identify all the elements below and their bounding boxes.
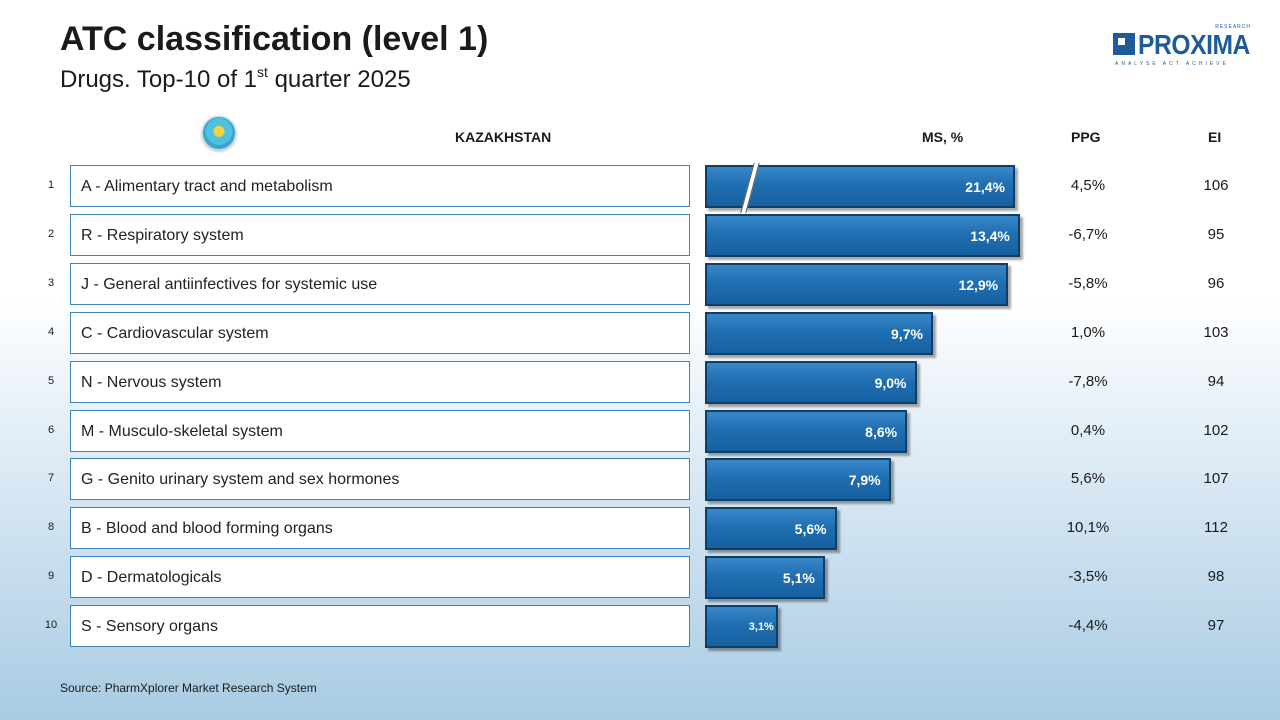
ms-bar: 13,4%	[705, 213, 1020, 257]
axis-break-mark	[740, 163, 760, 213]
header-country: KAZAKHSTAN	[455, 129, 552, 145]
ms-value-label: 7,9%	[848, 472, 881, 489]
proxima-logo: RESEARCH PROXIMA ANALYSE ACT ACHIEVE	[1113, 24, 1251, 67]
header-ms: MS, %	[922, 129, 964, 145]
ms-bar: 9,7%	[705, 311, 933, 355]
ppg-value: -7,8%	[1068, 372, 1108, 390]
category-box: R - Respiratory system	[70, 213, 690, 256]
category-box: C - Cardiovascular system	[70, 311, 690, 354]
ei-value: 98	[1207, 568, 1225, 586]
rank-number: 2	[47, 227, 55, 240]
ms-bar: 7,9%	[705, 458, 891, 502]
category-box: N - Nervous system	[70, 360, 690, 403]
ms-bar: 5,1%	[705, 556, 825, 600]
ei-value: 95	[1207, 225, 1225, 243]
ei-value: 102	[1203, 421, 1229, 439]
rank-number: 3	[47, 276, 55, 289]
source-note: Source: PharmXplorer Market Research Sys…	[60, 681, 317, 695]
ei-value: 112	[1204, 519, 1228, 537]
ms-value-label: 9,0%	[874, 374, 907, 391]
ms-bar: 3,1%	[705, 605, 778, 649]
rank-number: 6	[47, 423, 55, 436]
ms-value-label: 12,9%	[958, 276, 999, 293]
ms-value-label: 3,1%	[748, 621, 774, 634]
chart-row: 8 B - Blood and blood forming organs 5,6% 1…	[0, 507, 1280, 551]
category-box: A - Alimentary tract and metabolism	[70, 165, 690, 207]
ei-value: 96	[1207, 274, 1225, 292]
ms-value-label: 21,4%	[965, 179, 1005, 195]
page-subtitle: Drugs. Top-10 of 1st quarter 2025	[60, 64, 411, 93]
category-label: G - Genito urinary system and sex hormon…	[81, 471, 400, 489]
category-label: S - Sensory organs	[81, 618, 218, 636]
rank-number: 5	[47, 374, 55, 387]
ppg-value: -5,8%	[1068, 274, 1108, 292]
category-label: A - Alimentary tract and metabolism	[81, 178, 333, 195]
rank-number: 10	[44, 619, 58, 632]
ms-bar: 9,0%	[705, 360, 917, 404]
ei-value: 97	[1207, 617, 1225, 635]
ms-value-label: 9,7%	[891, 325, 923, 342]
category-label: B - Blood and blood forming organs	[81, 520, 333, 538]
rank-number: 8	[47, 521, 55, 534]
ms-value-label: 8,6%	[865, 423, 898, 440]
ms-value-label: 5,6%	[794, 521, 827, 538]
ms-bar: 8,6%	[705, 409, 908, 453]
ei-value: 107	[1203, 470, 1229, 488]
ms-bar: 12,9%	[705, 262, 1009, 306]
rank-number: 4	[47, 325, 55, 338]
ei-value: 103	[1203, 323, 1229, 341]
ppg-value: -4,4%	[1068, 617, 1108, 635]
chart-row: 9 D - Dermatologicals 5,1% -3,5% 98	[0, 556, 1280, 600]
ppg-value: 10,1%	[1066, 519, 1110, 537]
ms-bar: 5,6%	[705, 507, 837, 551]
chart-row: 2 R - Respiratory system 13,4% -6,7% 95	[0, 213, 1280, 258]
ms-value-label: 5,1%	[782, 570, 815, 587]
ppg-value: 5,6%	[1070, 470, 1106, 488]
ppg-value: 0,4%	[1070, 421, 1106, 439]
category-box: G - Genito urinary system and sex hormon…	[70, 458, 690, 501]
chart-row: 3 J - General antiinfectives for systemic…	[0, 262, 1280, 307]
category-box: B - Blood and blood forming organs	[70, 507, 690, 550]
rank-number: 9	[47, 570, 55, 583]
chart-row: 4 C - Cardiovascular system 9,7% 1,0% 103	[0, 311, 1280, 356]
rank-number: 7	[47, 472, 55, 485]
category-box: M - Musculo-skeletal system	[70, 409, 690, 452]
chart-row: 7 G - Genito urinary system and sex hormo…	[0, 458, 1280, 502]
ppg-value: -6,7%	[1068, 225, 1108, 243]
category-label: N - Nervous system	[81, 373, 222, 391]
ms-bar: 21,4%	[705, 163, 1015, 213]
category-label: D - Dermatologicals	[81, 569, 222, 587]
ppg-value: 1,0%	[1070, 323, 1106, 341]
category-box: J - General antiinfectives for systemic …	[70, 262, 690, 305]
chart-row: 5 N - Nervous system 9,0% -7,8% 94	[0, 360, 1280, 405]
page-title: ATC classification (level 1)	[60, 20, 489, 58]
ppg-value: 4,5%	[1070, 177, 1106, 194]
logo-square-icon	[1113, 33, 1135, 55]
category-box: D - Dermatologicals	[70, 556, 690, 599]
category-box: S - Sensory organs	[70, 605, 690, 648]
ppg-value: -3,5%	[1068, 568, 1108, 586]
chart-row: 10 S - Sensory organs 3,1% -4,4% 97	[0, 605, 1280, 649]
ei-value: 94	[1207, 372, 1225, 390]
chart-row: 1 A - Alimentary tract and metabolism 21,4…	[0, 163, 1280, 213]
rank-number: 1	[47, 179, 55, 191]
category-label: C - Cardiovascular system	[81, 324, 269, 342]
header-ei: EI	[1208, 129, 1222, 145]
header-ppg: PPG	[1071, 129, 1101, 145]
ms-value-label: 13,4%	[970, 227, 1010, 244]
ei-value: 106	[1203, 177, 1229, 194]
category-label: M - Musculo-skeletal system	[81, 422, 283, 440]
category-label: J - General antiinfectives for systemic …	[81, 275, 378, 293]
category-label: R - Respiratory system	[81, 226, 244, 244]
chart-row: 6 M - Musculo-skeletal system 8,6% 0,4% 102	[0, 409, 1280, 454]
kazakhstan-flag-icon	[202, 116, 236, 150]
